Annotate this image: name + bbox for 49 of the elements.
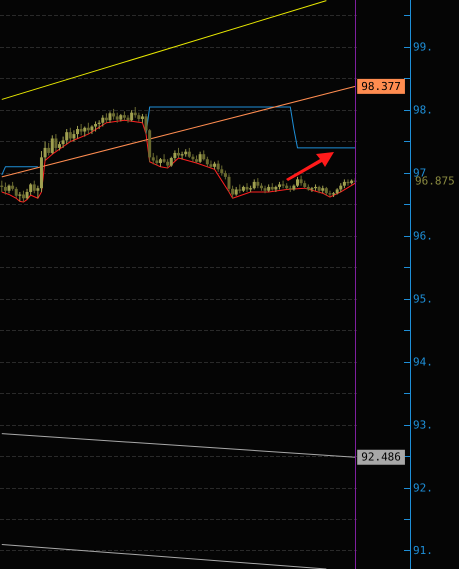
candlestick bbox=[202, 150, 206, 162]
y-tick-label: 96. bbox=[413, 230, 433, 243]
data-label: 92.486 bbox=[361, 450, 401, 464]
candlestick bbox=[86, 122, 90, 135]
candlestick bbox=[216, 160, 220, 172]
candlestick bbox=[108, 110, 112, 124]
y-tick-label: 92. bbox=[413, 481, 433, 494]
y-tick-label: 95. bbox=[413, 292, 433, 306]
candlestick bbox=[76, 125, 80, 139]
candlestick bbox=[68, 127, 72, 142]
candlestick bbox=[54, 134, 58, 152]
y-tick-label: 91. bbox=[413, 544, 433, 558]
candlestick bbox=[0, 180, 4, 192]
candlestick bbox=[80, 123, 83, 136]
candlestick bbox=[50, 134, 54, 155]
candlestick bbox=[101, 114, 104, 128]
candlestick bbox=[152, 152, 155, 165]
candlestick bbox=[296, 176, 299, 188]
candlestick bbox=[188, 147, 191, 158]
candlestick bbox=[104, 112, 108, 124]
candlestick bbox=[29, 182, 32, 196]
candlestick bbox=[198, 151, 202, 164]
candlestick bbox=[112, 108, 116, 120]
candlestick bbox=[134, 106, 137, 118]
line-series bbox=[1, 120, 356, 203]
candlestick bbox=[32, 180, 36, 194]
candlestick bbox=[72, 130, 76, 142]
candlestick bbox=[83, 126, 86, 138]
candlestick bbox=[94, 120, 98, 132]
candlestick bbox=[177, 147, 180, 158]
candlestick bbox=[206, 156, 209, 168]
candlestick bbox=[130, 110, 134, 122]
candlestick bbox=[22, 190, 25, 203]
candlestick bbox=[65, 128, 68, 145]
y-tick-label: 93. bbox=[413, 418, 433, 432]
candlestick bbox=[116, 112, 119, 124]
y-tick-label: 99. bbox=[413, 40, 433, 54]
candlestick bbox=[14, 186, 18, 199]
candlestick bbox=[256, 178, 260, 189]
candlestick bbox=[47, 142, 50, 156]
candlestick bbox=[4, 182, 7, 195]
candlestick bbox=[220, 165, 224, 176]
candlestick bbox=[252, 178, 256, 190]
candlestick bbox=[300, 175, 303, 186]
data-label: 98.377 bbox=[361, 80, 401, 93]
y-tick-label: 98. bbox=[413, 104, 433, 117]
candlestick bbox=[18, 191, 22, 202]
candlestick bbox=[155, 154, 158, 166]
y-tick-label: 94. bbox=[413, 355, 433, 368]
